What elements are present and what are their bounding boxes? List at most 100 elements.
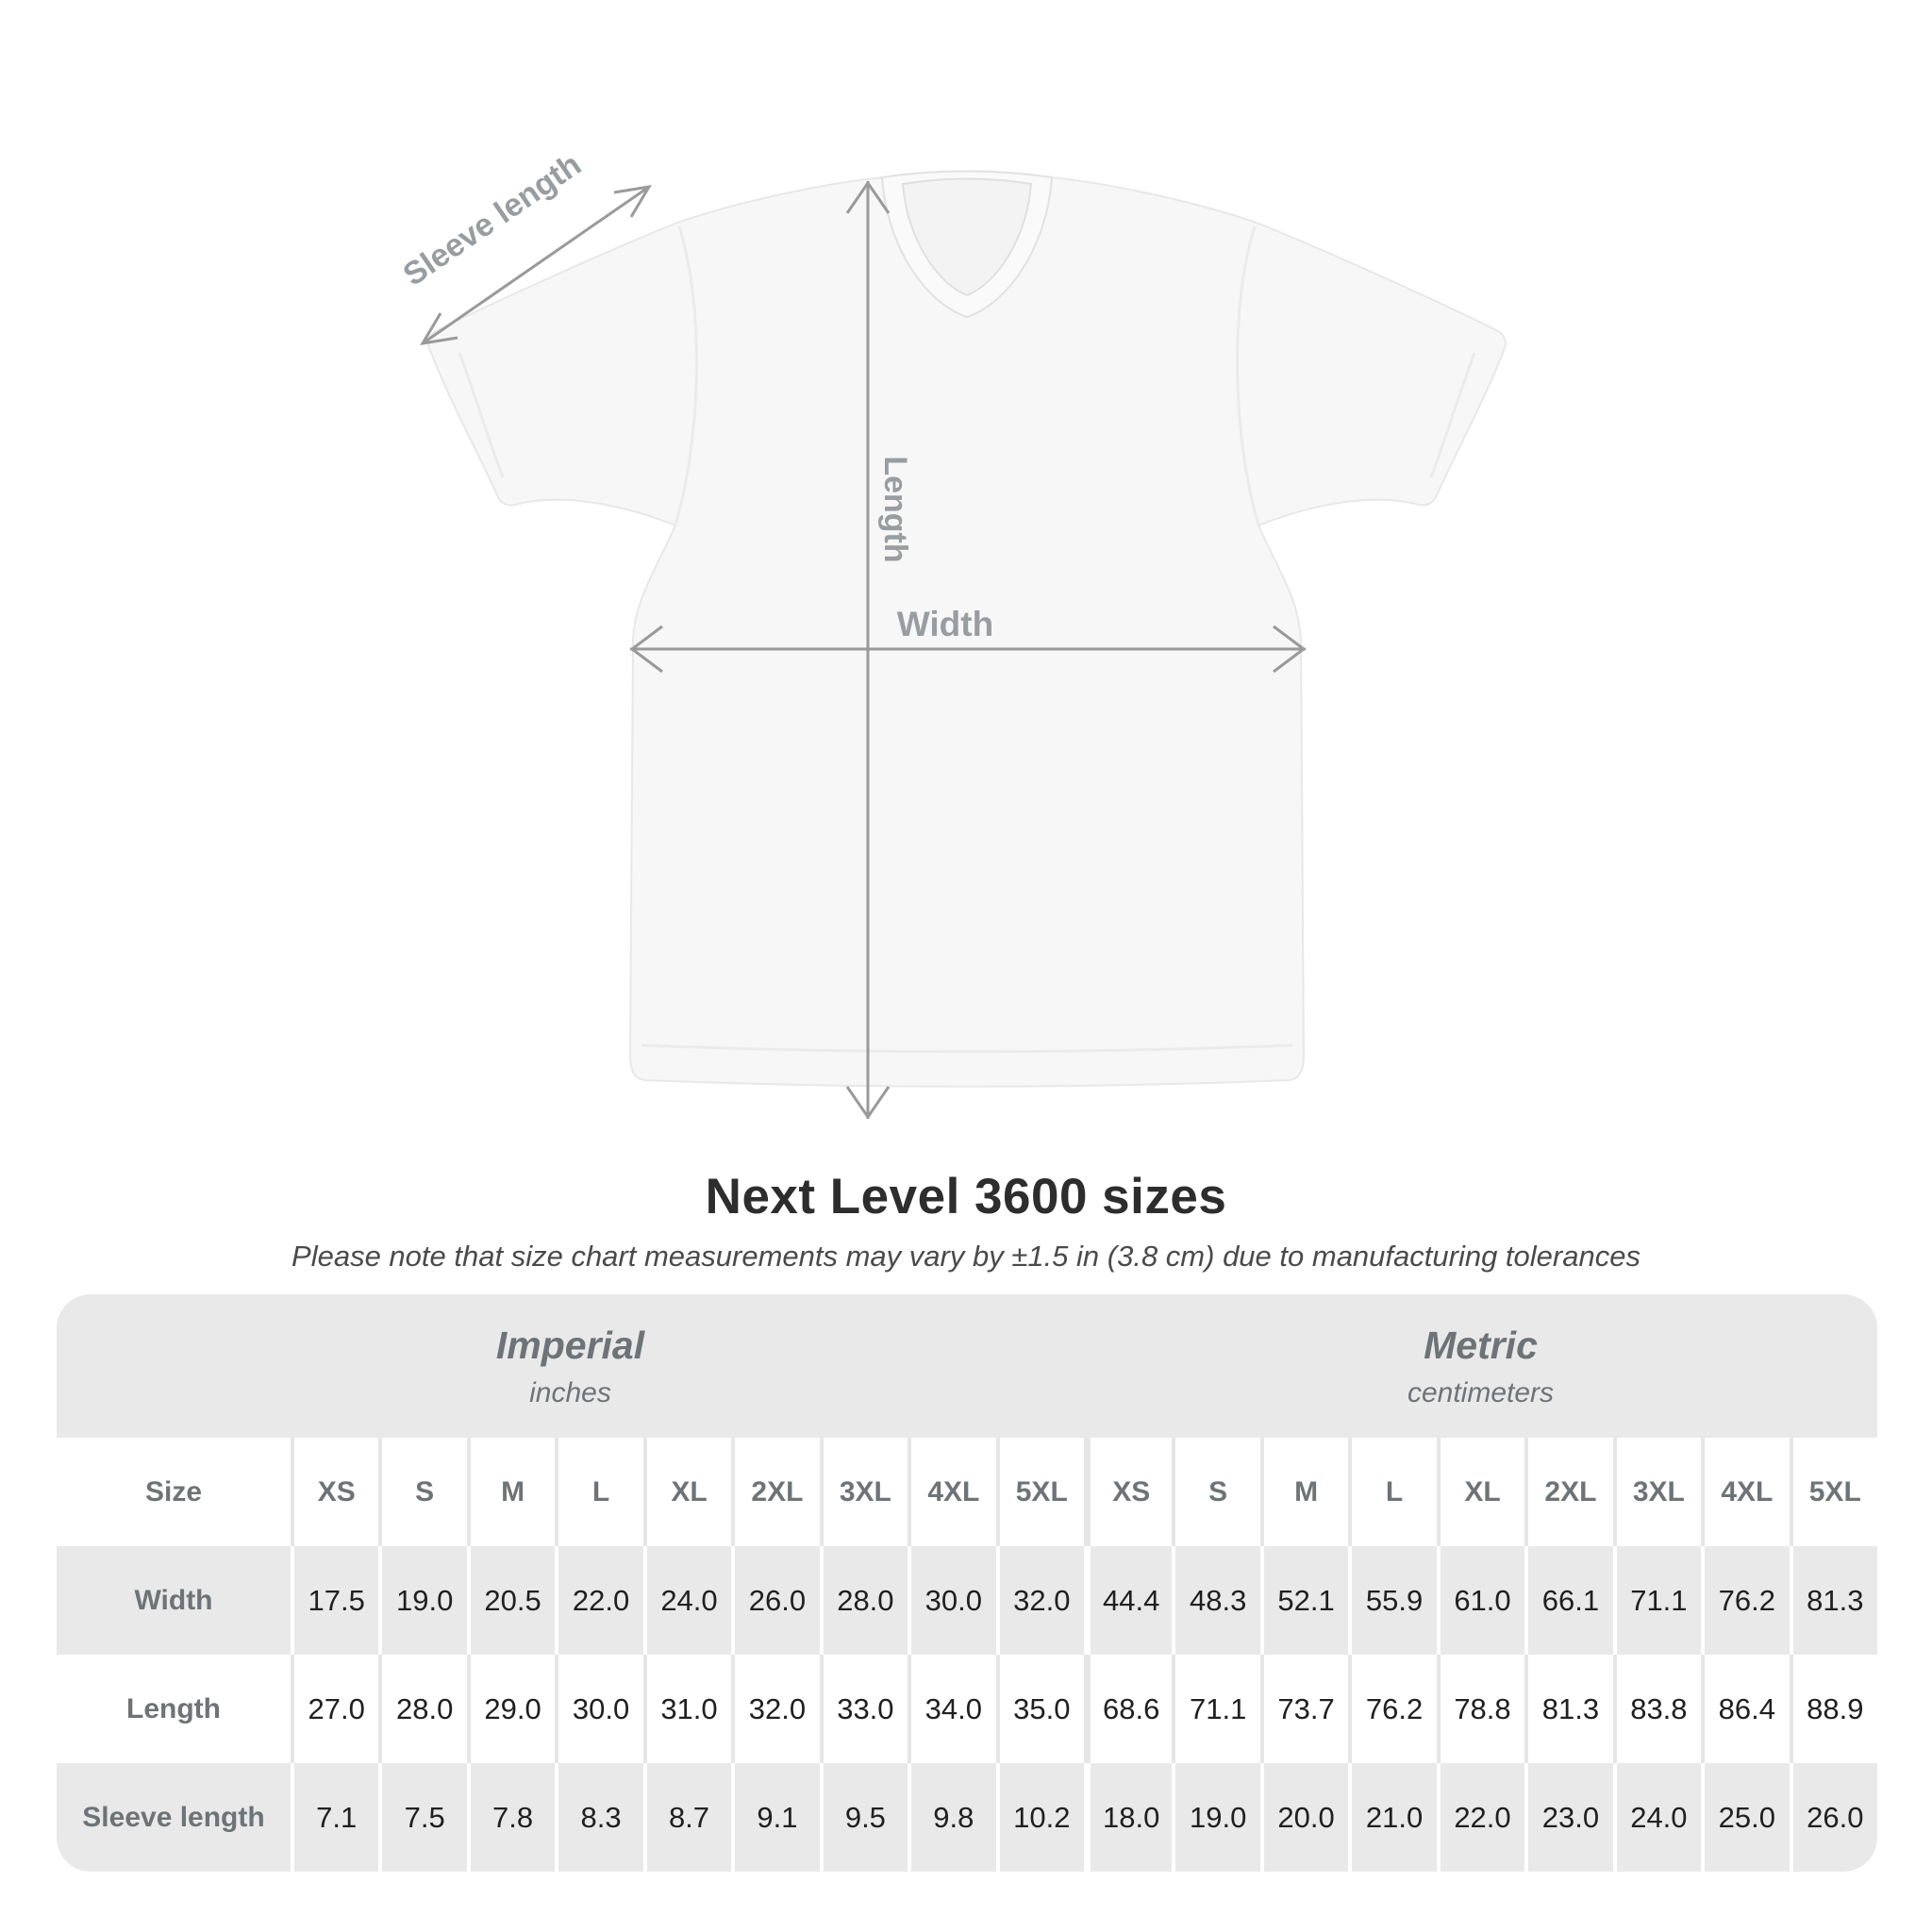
measurement-cell: 27.0	[291, 1655, 378, 1763]
metric-group-unit: centimeters	[1407, 1376, 1555, 1408]
tshirt-graphic: Sleeve length Length Width	[397, 146, 1507, 1120]
measurement-cell: 86.4	[1701, 1655, 1789, 1763]
measurement-cell: 34.0	[908, 1655, 995, 1763]
measurement-cell: 66.1	[1524, 1546, 1612, 1655]
size-header-row: Size XS S M L XL 2XL 3XL 4XL 5XL XS S M …	[57, 1438, 1877, 1546]
measurement-cell: 76.2	[1348, 1655, 1436, 1763]
unit-group-band: Imperial inches Metric centimeters	[57, 1294, 1877, 1438]
measurement-cell: 30.0	[555, 1655, 642, 1763]
measurement-cell: 26.0	[731, 1546, 819, 1655]
measurement-cell: 33.0	[819, 1655, 908, 1763]
row-label: Width	[134, 1584, 213, 1616]
size-col-header: XL	[1436, 1438, 1524, 1546]
size-col-header: 4XL	[908, 1438, 995, 1546]
size-col-header: XS	[1083, 1438, 1172, 1546]
measurement-cell: 76.2	[1701, 1546, 1789, 1655]
page-subtitle: Please note that size chart measurements…	[291, 1240, 1641, 1273]
width-label: Width	[897, 605, 993, 643]
measurement-cell: 28.0	[819, 1546, 908, 1655]
size-col-header: 3XL	[819, 1438, 908, 1546]
size-col-header: XL	[642, 1438, 731, 1546]
measurement-cell: 28.0	[378, 1655, 466, 1763]
measurement-cell: 68.6	[1083, 1655, 1172, 1763]
measurement-cell: 32.0	[995, 1546, 1084, 1655]
imperial-group-name: Imperial	[495, 1323, 645, 1367]
width-arrow	[629, 625, 1307, 674]
measurement-cell: 81.3	[1789, 1546, 1877, 1655]
size-col-header: L	[555, 1438, 642, 1546]
measurement-cell: 9.5	[819, 1763, 908, 1872]
size-col-header: M	[1259, 1438, 1348, 1546]
measurement-cell: 7.8	[466, 1763, 555, 1872]
size-row-label: Size	[144, 1475, 203, 1507]
measurement-cell: 20.5	[466, 1546, 555, 1655]
size-col-header: S	[378, 1438, 466, 1546]
tshirt-measurement-diagram: Sleeve length Length Width	[397, 146, 1507, 1120]
row-label: Length	[126, 1692, 221, 1724]
measurement-cell: 71.1	[1172, 1655, 1259, 1763]
size-col-header: L	[1348, 1438, 1436, 1546]
measurement-cell: 22.0	[555, 1546, 642, 1655]
measurement-cell: 26.0	[1789, 1763, 1877, 1872]
size-col-header: S	[1172, 1438, 1259, 1546]
measurement-cell: 29.0	[466, 1655, 555, 1763]
size-col-header: XS	[291, 1438, 378, 1546]
measurement-cell: 24.0	[642, 1546, 731, 1655]
measurement-cell: 25.0	[1701, 1763, 1789, 1872]
size-col-header: 4XL	[1701, 1438, 1789, 1546]
measurement-cell: 18.0	[1083, 1763, 1172, 1872]
page-title: Next Level 3600 sizes	[705, 1169, 1227, 1224]
measurement-cell: 7.1	[291, 1763, 378, 1872]
measurement-cell: 52.1	[1259, 1546, 1348, 1655]
shirt-seams	[458, 225, 1476, 1054]
sleeve-length-arrow	[420, 185, 652, 345]
metric-group-header: Metric centimeters	[1084, 1294, 1877, 1438]
measurement-cell: 71.1	[1612, 1546, 1701, 1655]
tshirt-body	[427, 170, 1507, 1088]
measurement-cell: 22.0	[1436, 1763, 1524, 1872]
length-row: Length 27.0 28.0 29.0 30.0 31.0 32.0 33.…	[57, 1655, 1877, 1763]
size-col-header: 2XL	[731, 1438, 819, 1546]
measurement-cell: 61.0	[1436, 1546, 1524, 1655]
measurement-cell: 83.8	[1612, 1655, 1701, 1763]
measurement-cell: 48.3	[1172, 1546, 1259, 1655]
width-row: Width 17.5 19.0 20.5 22.0 24.0 26.0 28.0…	[57, 1546, 1877, 1655]
measurement-cell: 8.3	[555, 1763, 642, 1872]
measurement-cell: 32.0	[731, 1655, 819, 1763]
measurement-cell: 35.0	[995, 1655, 1084, 1763]
measurement-cell: 9.8	[908, 1763, 995, 1872]
size-col-header: 2XL	[1524, 1438, 1612, 1546]
collar-inner	[901, 177, 1033, 297]
measurement-cell: 73.7	[1259, 1655, 1348, 1763]
length-label: Length	[877, 456, 913, 562]
measurement-cell: 8.7	[642, 1763, 731, 1872]
sleeve-length-row: Sleeve length 7.1 7.5 7.8 8.3 8.7 9.1 9.…	[57, 1763, 1877, 1872]
measurement-cell: 19.0	[1172, 1763, 1259, 1872]
sleeve-length-label: Sleeve length	[397, 146, 588, 292]
measurement-cell: 20.0	[1259, 1763, 1348, 1872]
measurement-cell: 7.5	[378, 1763, 466, 1872]
measurement-cell: 24.0	[1612, 1763, 1701, 1872]
measurement-cell: 30.0	[908, 1546, 995, 1655]
measurement-cell: 17.5	[291, 1546, 378, 1655]
measurement-cell: 31.0	[642, 1655, 731, 1763]
measurement-cell: 81.3	[1524, 1655, 1612, 1763]
size-col-header: M	[466, 1438, 555, 1546]
measurement-cell: 21.0	[1348, 1763, 1436, 1872]
measurement-cell: 23.0	[1524, 1763, 1612, 1872]
measurement-cell: 9.1	[731, 1763, 819, 1872]
metric-group-name: Metric	[1424, 1323, 1538, 1367]
row-label: Sleeve length	[82, 1801, 265, 1833]
imperial-group-header: Imperial inches	[57, 1294, 1084, 1438]
imperial-group-unit: inches	[529, 1376, 611, 1408]
size-col-header: 5XL	[1789, 1438, 1877, 1546]
size-col-header: 3XL	[1612, 1438, 1701, 1546]
measurement-cell: 78.8	[1436, 1655, 1524, 1763]
measurement-cell: 44.4	[1083, 1546, 1172, 1655]
measurement-cell: 10.2	[995, 1763, 1084, 1872]
measurement-cell: 19.0	[378, 1546, 466, 1655]
measurement-cell: 88.9	[1789, 1655, 1877, 1763]
size-table: Imperial inches Metric centimeters Size …	[57, 1294, 1877, 1872]
size-col-header: 5XL	[995, 1438, 1084, 1546]
